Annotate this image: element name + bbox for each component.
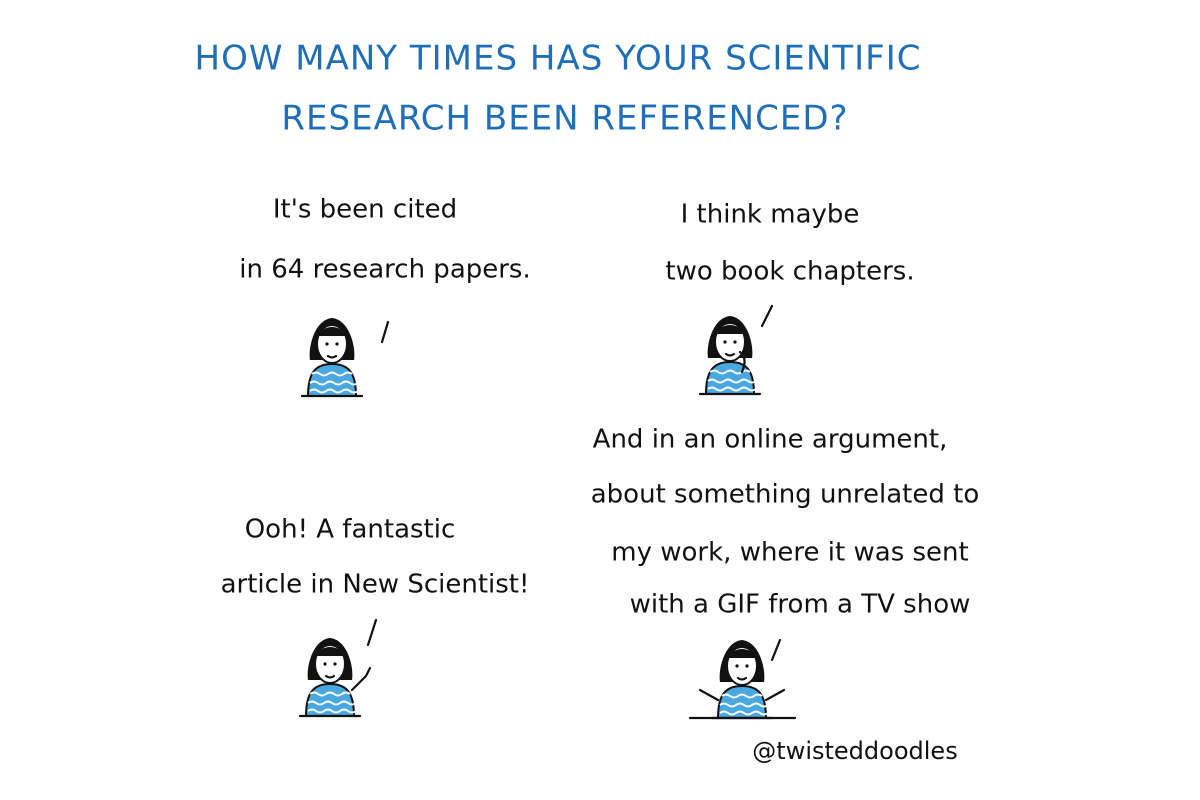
speech-line: about something unrelated to	[591, 480, 980, 510]
credit: @twisteddoodles	[752, 737, 957, 765]
speech-line: I think maybe	[681, 200, 860, 230]
speech-line: It's been cited	[273, 195, 457, 225]
speech-tick	[380, 320, 390, 344]
speech-line: in 64 research papers.	[239, 255, 531, 285]
title-line: RESEARCH BEEN REFERENCED?	[281, 99, 848, 139]
speech-line: Ooh! A fantastic	[245, 515, 456, 545]
speech-tick	[760, 304, 774, 328]
person	[698, 314, 762, 396]
speech-line: with a GIF from a TV show	[630, 590, 971, 620]
person	[710, 638, 774, 720]
speech-line: two book chapters.	[665, 257, 914, 287]
person	[298, 636, 362, 718]
person	[300, 316, 364, 398]
speech-tick	[366, 618, 378, 647]
hand	[350, 666, 372, 692]
title-line: HOW MANY TIMES HAS YOUR SCIENTIFIC	[195, 39, 922, 79]
speech-tick	[770, 638, 782, 662]
speech-line: And in an online argument,	[593, 425, 948, 455]
speech-line: my work, where it was sent	[611, 538, 968, 568]
shrug-arms	[698, 688, 786, 702]
speech-line: article in New Scientist!	[221, 570, 530, 600]
hand	[738, 350, 746, 374]
